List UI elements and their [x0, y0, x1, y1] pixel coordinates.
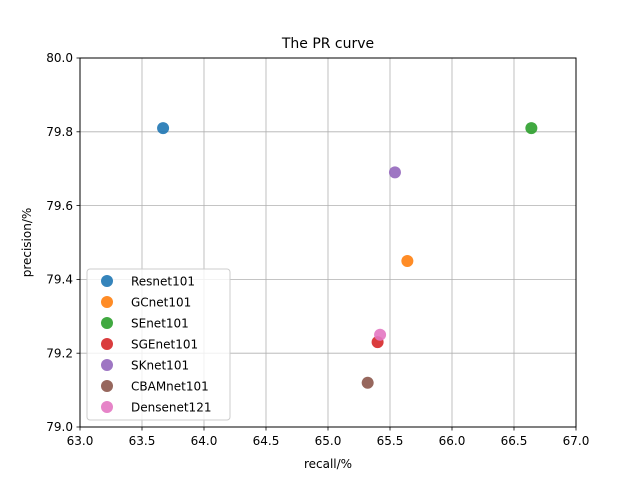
x-tick-label: 67.0 [563, 434, 590, 448]
legend-label-sgenet101: SGEnet101 [131, 338, 198, 352]
data-points [157, 122, 538, 389]
legend-marker-sknet101 [101, 359, 113, 371]
y-tick-label: 79.0 [46, 420, 73, 434]
y-tick-label: 80.0 [46, 51, 73, 65]
legend-marker-gcnet101 [101, 296, 113, 308]
legend-label-resnet101: Resnet101 [131, 275, 195, 289]
y-tick-label: 79.6 [46, 199, 73, 213]
legend-label-gcnet101: GCnet101 [131, 296, 191, 310]
x-tick-label: 63.0 [67, 434, 94, 448]
legend-label-cbamnet101: CBAMnet101 [131, 380, 209, 394]
legend-marker-cbamnet101 [101, 380, 113, 392]
legend-label-senet101: SEnet101 [131, 317, 189, 331]
x-tick-label: 65.0 [315, 434, 342, 448]
x-tick-label: 64.5 [253, 434, 280, 448]
chart-title: The PR curve [281, 36, 374, 52]
y-axis-label: precision/% [20, 208, 34, 278]
point-cbamnet101 [361, 376, 374, 389]
y-tick-label: 79.2 [46, 346, 73, 360]
legend-label-densenet121: Densenet121 [131, 401, 211, 415]
point-gcnet101 [401, 254, 414, 267]
legend-box [86, 268, 231, 421]
axis-ticks: 63.0 63.5 64.0 64.5 65.0 65.5 66.0 66.5 67.0 79.0… [46, 51, 589, 448]
x-tick-label: 66.5 [501, 434, 528, 448]
legend-marker-resnet101 [101, 275, 113, 287]
x-axis-label: recall/% [304, 457, 352, 471]
grid-lines [79, 57, 577, 428]
point-senet101 [525, 122, 538, 135]
legend-marker-densenet121 [101, 401, 113, 413]
legend: Resnet101 GCnet101 SEnet101 SGEnet101 SKnet1… [86, 268, 231, 421]
x-tick-label: 66.0 [439, 434, 466, 448]
x-tick-label: 63.5 [129, 434, 156, 448]
x-tick-label: 64.0 [191, 434, 218, 448]
legend-marker-sgenet101 [101, 338, 113, 350]
y-tick-label: 79.4 [46, 273, 73, 287]
x-tick-label: 65.5 [377, 434, 404, 448]
legend-entries: Resnet101 GCnet101 SEnet101 SGEnet101 SKnet1… [101, 275, 211, 415]
legend-label-sknet101: SKnet101 [131, 359, 189, 373]
point-sknet101 [388, 166, 401, 179]
legend-marker-senet101 [101, 317, 113, 329]
point-densenet121 [374, 328, 387, 341]
y-tick-label: 79.8 [46, 125, 73, 139]
point-resnet101 [157, 122, 170, 135]
